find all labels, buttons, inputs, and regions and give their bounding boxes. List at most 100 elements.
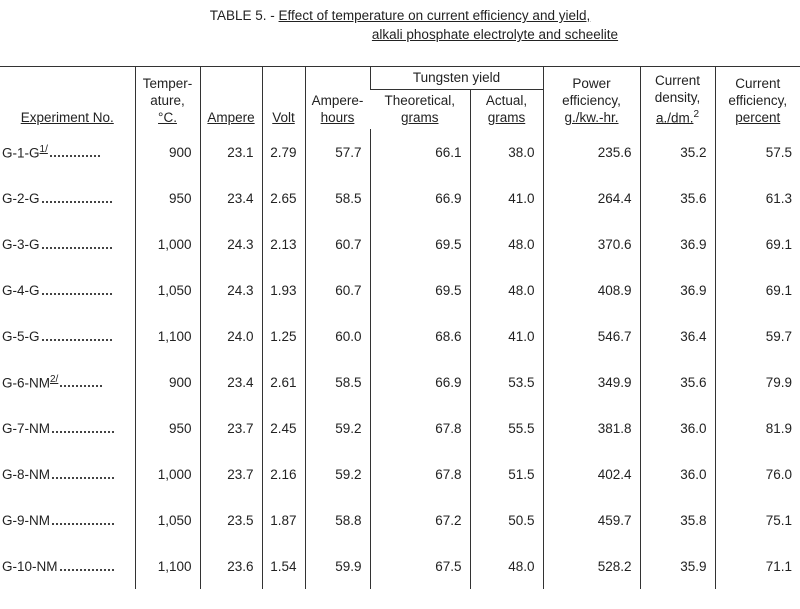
experiment: G-10-NM xyxy=(2,558,58,574)
header-line: Ampere- xyxy=(309,92,367,109)
value-cell: 53.5 xyxy=(469,359,543,405)
header-line: Theoretical, xyxy=(373,92,467,109)
leader-dots xyxy=(41,246,112,249)
value-cell: 38.0 xyxy=(469,129,543,175)
header-line: density, xyxy=(644,89,712,106)
value-cell: 35.6 xyxy=(639,359,715,405)
header-line: °C. xyxy=(139,109,197,126)
header-text: °C. xyxy=(158,110,177,125)
value-cell: 58.5 xyxy=(304,359,370,405)
experiment-cell: G-3-G xyxy=(0,221,135,267)
value-cell: 1,050 xyxy=(134,497,200,543)
value-cell: 55.5 xyxy=(469,405,543,451)
header-text: Experiment No. xyxy=(20,110,114,125)
value-cell: 2.65 xyxy=(261,175,305,221)
value-cell: 402.4 xyxy=(542,451,640,497)
table-row: G-7-NM 950 23.7 2.45 59.2 67.8 55.5 381.8 36.0 81… xyxy=(0,405,800,451)
experiment-cell: G-6-NM2/ xyxy=(0,359,135,405)
value-cell: 1.54 xyxy=(261,543,305,589)
experiment: G-9-NM xyxy=(2,512,50,528)
header-text: g./kw.-hr. xyxy=(564,110,619,125)
value-cell: 235.6 xyxy=(542,129,640,175)
value-cell: 67.8 xyxy=(369,451,470,497)
experiment: G-8-NM xyxy=(2,466,50,482)
value-cell: 2.45 xyxy=(261,405,305,451)
value-cell: 57.5 xyxy=(714,129,800,175)
table-row: G-3-G 1,000 24.3 2.13 60.7 69.5 48.0 370.6 36.9 6… xyxy=(0,221,800,267)
value-cell: 66.9 xyxy=(369,175,470,221)
experiment: G-3-G xyxy=(2,236,40,252)
value-cell: 48.0 xyxy=(469,267,543,313)
value-cell: 459.7 xyxy=(542,497,640,543)
title: TABLE 5. - Effect of temperature on curr… xyxy=(0,0,800,66)
value-cell: 50.5 xyxy=(469,497,543,543)
value-cell: 71.1 xyxy=(714,543,800,589)
value-cell: 60.0 xyxy=(304,313,370,359)
experiment-cell: G-5-G xyxy=(0,313,135,359)
title-prefix: TABLE 5. - xyxy=(209,8,275,23)
header-line: hours xyxy=(309,109,367,126)
value-cell: 36.9 xyxy=(639,221,715,267)
header-text: Current xyxy=(654,72,700,88)
value-cell: 2.13 xyxy=(261,221,305,267)
experiment: G-4-G xyxy=(2,282,40,298)
value-cell: 67.2 xyxy=(369,497,470,543)
experiment-cell: G-4-G xyxy=(0,267,135,313)
header-line: Power xyxy=(547,75,637,92)
value-cell: 59.9 xyxy=(304,543,370,589)
column-header: Power efficiency, g./kw.-hr. xyxy=(542,66,640,129)
value-cell: 57.7 xyxy=(304,129,370,175)
value-cell: 69.5 xyxy=(369,267,470,313)
table-row: G-8-NM 1,000 23.7 2.16 59.2 67.8 51.5 402.4 36.0… xyxy=(0,451,800,497)
value-cell: 69.1 xyxy=(714,267,800,313)
value-cell: 36.4 xyxy=(639,313,715,359)
value-cell: 41.0 xyxy=(469,175,543,221)
value-cell: 1,100 xyxy=(134,543,200,589)
leader-dots xyxy=(41,338,112,341)
value-cell: 950 xyxy=(134,175,200,221)
value-cell: 23.4 xyxy=(199,175,262,221)
header-text: efficiency, xyxy=(728,93,788,108)
title-line: alkali phosphate electrolyte and scheeli… xyxy=(0,25,800,44)
experiment-cell: G-8-NM xyxy=(0,451,135,497)
value-cell: 546.7 xyxy=(542,313,640,359)
header-text: Ampere xyxy=(207,110,255,125)
header-line: Current xyxy=(719,75,798,92)
header-text: Ampere- xyxy=(311,93,364,108)
value-cell: 68.6 xyxy=(369,313,470,359)
leader-dots xyxy=(41,200,112,203)
header-line: percent xyxy=(719,109,798,126)
header-line: Ampere xyxy=(204,109,259,126)
value-cell: 23.5 xyxy=(199,497,262,543)
leader-dots xyxy=(52,476,114,479)
value-cell: 35.8 xyxy=(639,497,715,543)
column-header: Actual, grams xyxy=(469,89,543,129)
header-text: Temper- xyxy=(142,76,193,91)
table-row: G-1-G1/900 23.1 2.79 57.7 66.1 38.0 235.6 35.2 5… xyxy=(0,129,800,175)
value-cell: 900 xyxy=(134,129,200,175)
value-cell: 23.4 xyxy=(199,359,262,405)
header-text: hours xyxy=(320,110,355,125)
value-cell: 24.3 xyxy=(199,221,262,267)
header-text: percent xyxy=(735,110,781,125)
table-row: G-10-NM 1,100 23.6 1.54 59.9 67.5 48.0 528.2 35.… xyxy=(0,543,800,589)
value-cell: 36.0 xyxy=(639,405,715,451)
value-cell: 36.0 xyxy=(639,451,715,497)
footnote-mark: 1/ xyxy=(39,143,48,155)
value-cell: 2.61 xyxy=(261,359,305,405)
value-cell: 381.8 xyxy=(542,405,640,451)
title-line: TABLE 5. - Effect of temperature on curr… xyxy=(0,6,800,25)
value-cell: 1,050 xyxy=(134,267,200,313)
experiment: G-6-NM xyxy=(2,375,50,391)
value-cell: 36.9 xyxy=(639,267,715,313)
header-line: Current xyxy=(644,72,712,89)
leader-dots xyxy=(49,155,100,158)
value-cell: 67.5 xyxy=(369,543,470,589)
experiment: G-2-G xyxy=(2,190,40,206)
value-cell: 349.9 xyxy=(542,359,640,405)
header-line: Temper- xyxy=(139,75,197,92)
header-line: a./dm.2 xyxy=(644,106,712,127)
value-cell: 35.9 xyxy=(639,543,715,589)
header-line: grams xyxy=(373,109,467,126)
value-cell: 1,100 xyxy=(134,313,200,359)
